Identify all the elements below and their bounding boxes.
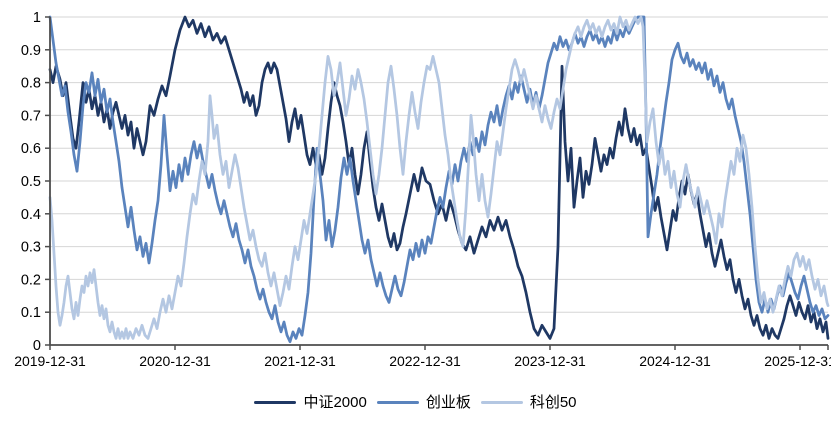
x-axis-label: 2020-12-31 <box>139 353 211 369</box>
series-layer <box>48 15 830 344</box>
axes-layer <box>45 16 829 350</box>
legend-line-swatch <box>480 400 523 405</box>
y-axis-label: 0.3 <box>21 240 41 256</box>
legend-line-swatch <box>254 400 297 405</box>
x-axis-label: 2024-12-31 <box>639 353 711 369</box>
legend-label: 科创50 <box>529 394 577 411</box>
y-axis-label: 0.7 <box>21 108 41 124</box>
percentile-line-chart: 0 0.1 0.2 0.3 0.4 0.5 0.6 0.7 0.8 0.9 1 2019-12-31 2… <box>14 10 831 369</box>
x-axis-label: 2021-12-31 <box>264 353 336 369</box>
legend-item-1: 中证2000 <box>254 394 367 411</box>
legend-label: 创业板 <box>425 394 471 411</box>
series-line-2 <box>48 15 830 344</box>
y-axis-label: 1 <box>33 10 41 26</box>
y-axis-label: 0.4 <box>21 207 41 223</box>
y-axis-label: 0 <box>33 338 41 354</box>
axis-labels-layer: 0 0.1 0.2 0.3 0.4 0.5 0.6 0.7 0.8 0.9 1 2019-12-31 2… <box>14 10 831 369</box>
legend-label: 中证2000 <box>303 394 367 411</box>
x-axis-label: 2019-12-31 <box>14 353 86 369</box>
y-axis-label: 0.8 <box>21 76 41 92</box>
y-axis-label: 0.1 <box>21 305 41 321</box>
chart-legend: 中证2000 创业板 科创50 <box>0 395 831 410</box>
legend-line-swatch <box>376 400 419 405</box>
series-line-1 <box>48 15 830 340</box>
y-axis-label: 0.5 <box>21 174 41 190</box>
x-axis-label: 2023-12-31 <box>514 353 586 369</box>
legend-item-3: 科创50 <box>480 394 577 411</box>
x-axis-label: 2025-12-31 <box>764 353 831 369</box>
series-line-3 <box>48 15 830 340</box>
legend-item-2: 创业板 <box>376 394 471 411</box>
y-axis-label: 0.2 <box>21 272 41 288</box>
x-axis-label: 2022-12-31 <box>389 353 461 369</box>
y-axis-label: 0.6 <box>21 141 41 157</box>
y-axis-label: 0.9 <box>21 43 41 59</box>
